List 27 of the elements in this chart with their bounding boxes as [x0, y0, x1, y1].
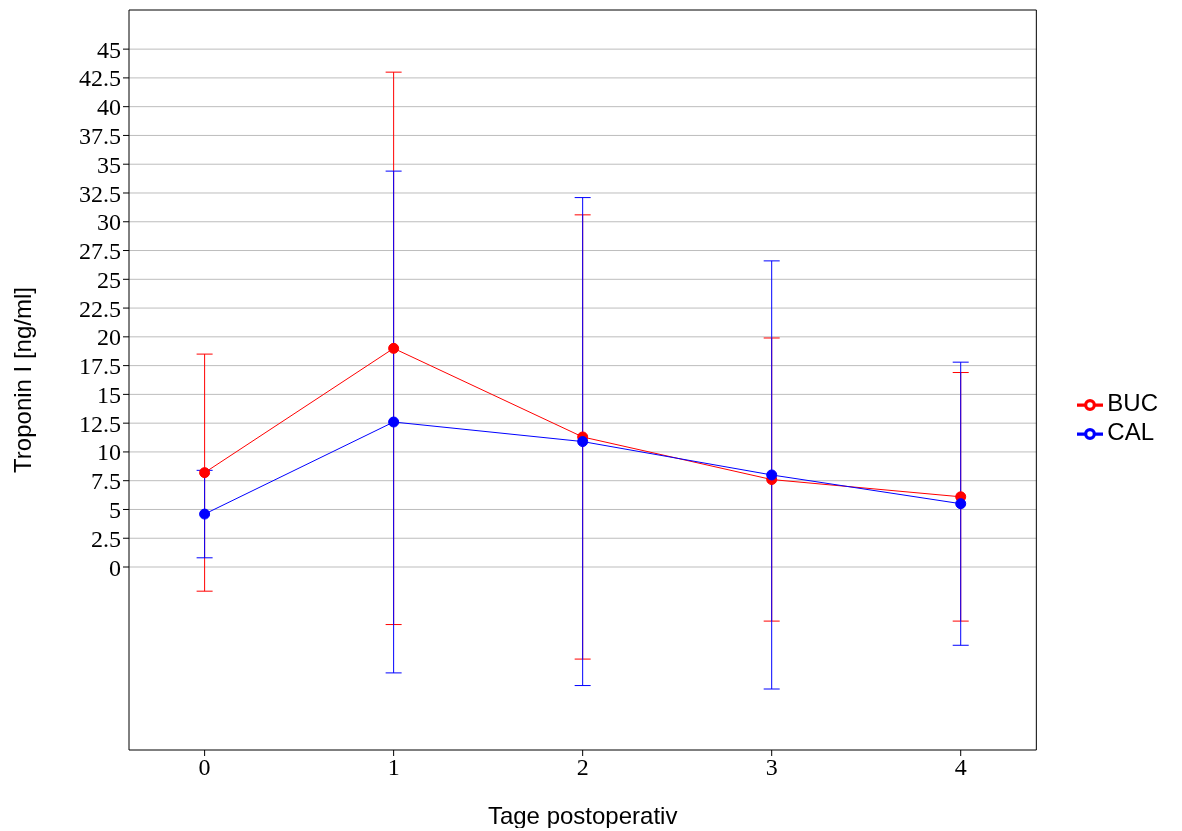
x-tick-label: 4: [954, 754, 967, 781]
y-tick-label: 32.5: [79, 180, 121, 207]
y-tick-label: 17.5: [79, 353, 121, 380]
y-tick-label: 25: [97, 266, 121, 293]
y-tick-label: 40: [97, 94, 121, 121]
x-tick-label: 3: [765, 754, 778, 781]
x-tick-label: 0: [198, 754, 211, 781]
y-tick-label: 35: [97, 151, 121, 178]
y-tick-label: 37.5: [79, 122, 121, 149]
y-tick-label: 0: [109, 554, 121, 581]
y-tick-label: 45: [97, 36, 121, 63]
y-tick-label: 10: [97, 439, 121, 466]
x-tick-label: 2: [576, 754, 589, 781]
y-tick-label: 42.5: [79, 65, 121, 92]
legend-label: BUC: [1107, 389, 1158, 417]
y-tick-label: 15: [97, 381, 121, 408]
y-tick-label: 7.5: [91, 468, 121, 495]
x-tick-label: 1: [387, 754, 400, 781]
y-tick-label: 20: [97, 324, 121, 351]
y-tick-label: 2.5: [91, 525, 121, 552]
y-tick-label: 27.5: [79, 238, 121, 265]
legend-label: CAL: [1107, 418, 1155, 445]
y-tick-label: 5: [109, 496, 121, 523]
y-axis-title: Troponin I [ng/ml]: [8, 287, 36, 473]
y-tick-label: 22.5: [79, 295, 121, 322]
y-tick-label: 30: [97, 209, 121, 236]
y-tick-label: 12.5: [79, 410, 121, 437]
